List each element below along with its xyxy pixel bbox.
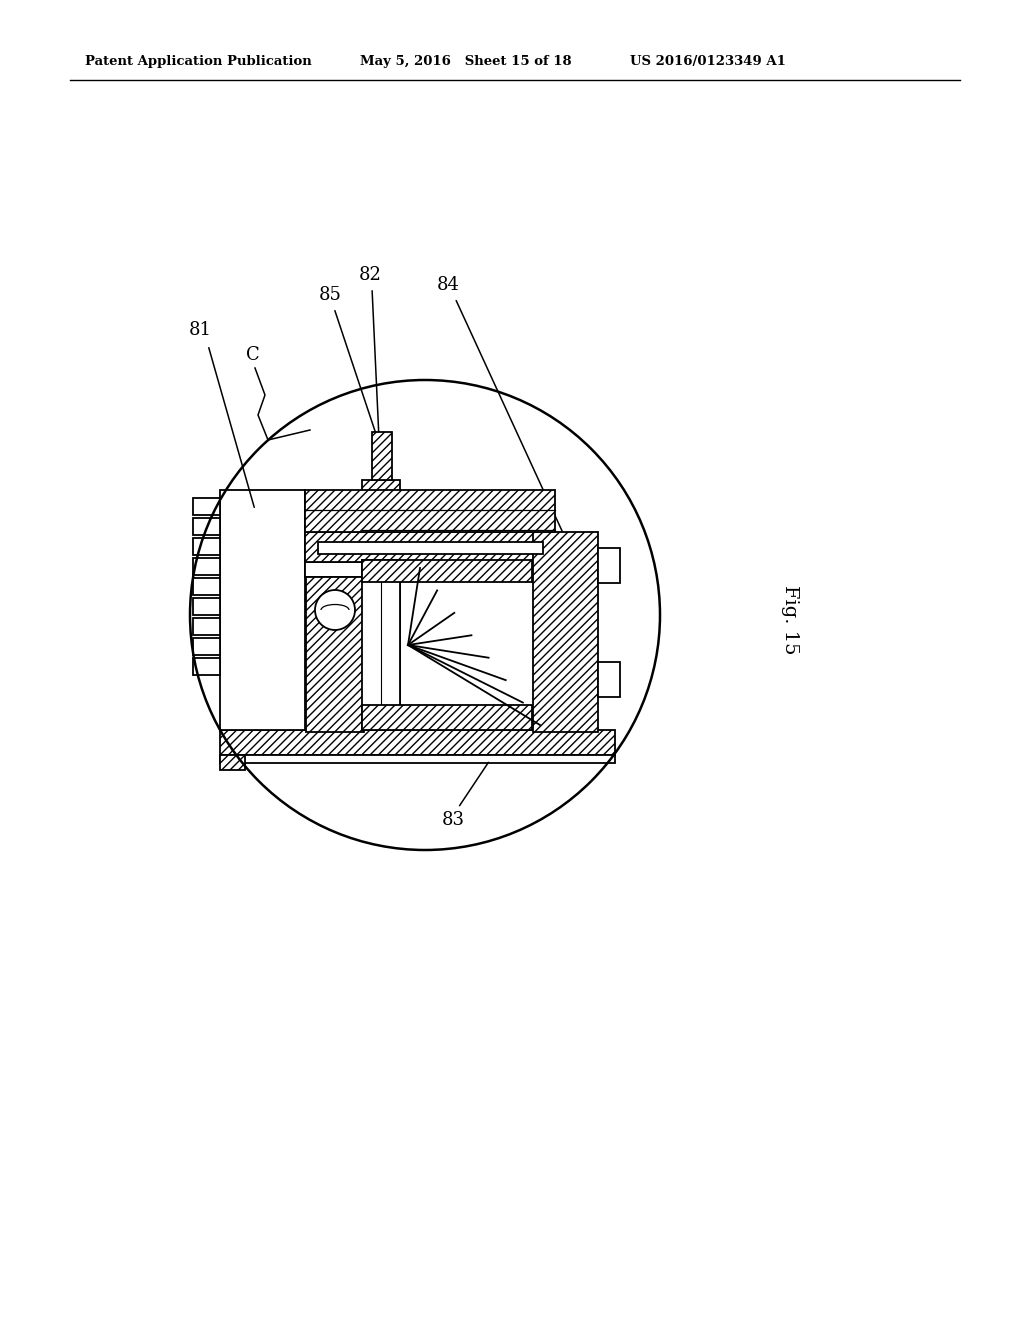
- Bar: [534, 532, 598, 733]
- Bar: [220, 490, 305, 730]
- Bar: [193, 598, 220, 615]
- Bar: [305, 490, 555, 532]
- Text: C: C: [246, 346, 260, 364]
- Circle shape: [315, 590, 355, 630]
- Bar: [318, 543, 543, 554]
- Bar: [362, 560, 400, 730]
- Bar: [306, 577, 364, 733]
- Bar: [305, 492, 365, 562]
- Text: May 5, 2016   Sheet 15 of 18: May 5, 2016 Sheet 15 of 18: [360, 55, 571, 69]
- Text: Patent Application Publication: Patent Application Publication: [85, 55, 311, 69]
- Text: 84: 84: [436, 276, 460, 294]
- Bar: [193, 498, 220, 515]
- Bar: [193, 517, 220, 535]
- Bar: [220, 755, 615, 763]
- Bar: [598, 663, 620, 697]
- Text: 85: 85: [318, 286, 341, 304]
- Bar: [193, 638, 220, 655]
- Text: 83: 83: [441, 810, 465, 829]
- Text: 82: 82: [358, 267, 381, 284]
- Text: Fig. 15: Fig. 15: [781, 585, 799, 655]
- Bar: [220, 755, 245, 770]
- Bar: [193, 618, 220, 635]
- Bar: [305, 562, 365, 577]
- Text: US 2016/0123349 A1: US 2016/0123349 A1: [630, 55, 785, 69]
- Bar: [193, 657, 220, 675]
- Bar: [193, 558, 220, 576]
- Bar: [305, 532, 555, 562]
- Bar: [362, 480, 400, 532]
- Bar: [220, 730, 615, 755]
- Bar: [193, 539, 220, 554]
- Bar: [362, 560, 532, 582]
- Bar: [193, 578, 220, 595]
- Bar: [400, 560, 555, 730]
- Bar: [598, 548, 620, 583]
- Text: 81: 81: [188, 321, 212, 339]
- Bar: [372, 432, 392, 480]
- Bar: [362, 705, 532, 730]
